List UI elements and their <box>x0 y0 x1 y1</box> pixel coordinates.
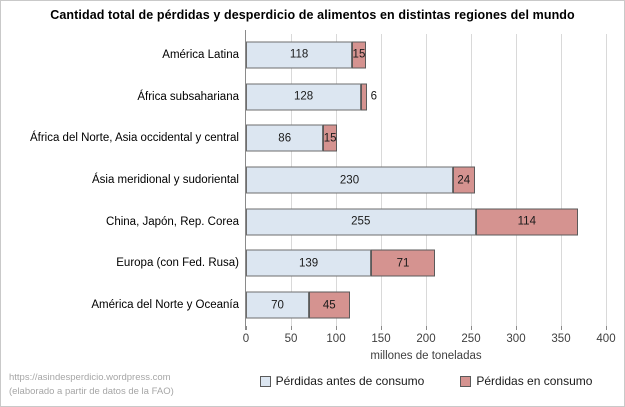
stacked-bar: 230 24 <box>246 166 606 194</box>
bar-row: Ásia meridional y sudoriental 230 24 <box>1 159 606 201</box>
legend-swatch-icon <box>259 375 271 387</box>
bar-segment-en-consumo: 24 <box>453 166 475 194</box>
x-tick-mark <box>246 326 247 330</box>
category-label: Europa (con Fed. Rusa) <box>116 257 239 270</box>
legend-item: Pérdidas en consumo <box>460 374 592 388</box>
bar-row: China, Japón, Rep. Corea 255 114 <box>1 201 606 243</box>
legend: Pérdidas antes de consumo Pérdidas en con… <box>231 374 621 388</box>
bar-segment-en-consumo: 45 <box>309 291 350 319</box>
footer-note: (elaborado a partir de datos de la FAO) <box>9 386 174 398</box>
gridline <box>516 34 517 326</box>
x-tick-mark <box>381 326 382 330</box>
bar-row: América del Norte y Oceanía 70 45 <box>1 284 606 326</box>
legend-label: Pérdidas antes de consumo <box>275 374 425 388</box>
bar-track: 230 24 <box>246 159 606 201</box>
footer: https://asindesperdicio.wordpress.com (e… <box>9 371 174 400</box>
bar-segment-before-consumo: 70 <box>246 291 309 319</box>
chart-title: Cantidad total de pérdidas y desperdicio… <box>50 8 575 22</box>
bar-segment-en-consumo: 15 <box>352 41 366 69</box>
x-tick-mark <box>291 326 292 330</box>
category-label: Ásia meridional y sudoriental <box>91 174 239 187</box>
bar-rows: América Latina 118 15 África subsahariana 12… <box>1 34 606 326</box>
gridline <box>606 34 607 326</box>
stacked-bar: 118 15 <box>246 41 606 69</box>
x-tick-label: 300 <box>506 333 526 345</box>
bar-segment-before-consumo: 255 <box>246 208 476 236</box>
category-label: América Latina <box>162 48 239 61</box>
x-tick-mark <box>336 326 337 330</box>
x-tick-label: 250 <box>461 333 481 345</box>
x-tick-label: 150 <box>371 333 391 345</box>
footer-url: https://asindesperdicio.wordpress.com <box>9 371 171 383</box>
x-axis: 0 50 100 150 200 250 300 350 400 <box>242 326 616 350</box>
category-label: América del Norte y Oceanía <box>91 299 239 312</box>
category-axis-line <box>245 30 246 330</box>
x-tick-label: 0 <box>242 333 250 345</box>
bar-track: 86 15 <box>246 117 606 159</box>
x-tick-label: 100 <box>326 333 346 345</box>
x-tick-mark <box>471 326 472 330</box>
bar-track: 139 71 <box>246 243 606 285</box>
stacked-bar: 70 45 <box>246 291 606 319</box>
bar-segment-en-consumo: 15 <box>323 124 337 152</box>
legend-item: Pérdidas antes de consumo <box>259 374 425 388</box>
bar-segment-en-consumo: 114 <box>475 208 579 236</box>
bar-track: 70 45 <box>246 284 606 326</box>
bar-segment-before-consumo: 139 <box>246 249 372 277</box>
category-label: África subsahariana <box>137 90 239 103</box>
x-tick-mark <box>426 326 427 330</box>
stacked-bar: 128 6 <box>246 83 606 111</box>
x-tick-mark <box>606 326 607 330</box>
bar-row: Europa (con Fed. Rusa) 139 71 <box>1 243 606 285</box>
x-tick-label: 400 <box>596 333 616 345</box>
x-tick-label: 50 <box>284 333 298 345</box>
x-tick-label: 200 <box>416 333 436 345</box>
category-label: China, Japón, Rep. Corea <box>106 215 239 228</box>
x-tick-mark <box>516 326 517 330</box>
x-tick-mark <box>561 326 562 330</box>
bar-segment-before-consumo: 128 <box>246 83 362 111</box>
bar-track: 118 15 <box>246 34 606 76</box>
bar-segment-before-consumo: 230 <box>246 166 453 194</box>
stacked-bar: 255 114 <box>246 208 606 236</box>
bar-segment-before-consumo: 86 <box>246 124 324 152</box>
bar-segment-en-consumo <box>361 83 367 111</box>
legend-swatch-icon <box>460 375 472 387</box>
legend-label: Pérdidas en consumo <box>476 374 593 388</box>
x-tick-label: 350 <box>551 333 571 345</box>
x-axis-label: millones de toneladas <box>370 350 482 362</box>
bar-track: 128 6 <box>246 76 606 118</box>
stacked-bar: 139 71 <box>246 249 606 277</box>
stacked-bar: 86 15 <box>246 124 606 152</box>
bar-segment-before-consumo: 118 <box>246 41 353 69</box>
bar-value-label-outside: 6 <box>370 90 377 103</box>
category-label: África del Norte, Asia occidental y cent… <box>29 132 239 145</box>
bar-row: África del Norte, Asia occidental y cent… <box>1 117 606 159</box>
bar-segment-en-consumo: 71 <box>371 249 435 277</box>
bar-row: América Latina 118 15 <box>1 34 606 76</box>
bar-track: 255 114 <box>246 201 606 243</box>
bar-row: África subsahariana 128 6 <box>1 76 606 118</box>
gridline <box>561 34 562 326</box>
